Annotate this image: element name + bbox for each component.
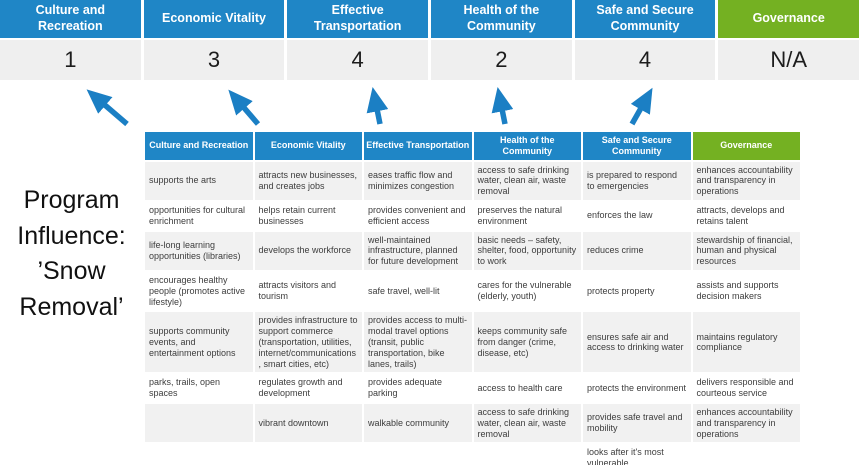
- summary-header-cell: Economic Vitality: [143, 0, 285, 38]
- summary-header-cell: Effective Transportation: [287, 0, 429, 38]
- matrix-cell: encourages healthy people (promotes acti…: [145, 271, 253, 311]
- table-row: vibrant downtown walkable community access…: [145, 403, 800, 443]
- summary-score-cell: 3: [143, 40, 285, 80]
- matrix-cell: cares for the vulnerable (elderly, youth…: [473, 271, 581, 311]
- matrix-cell: ensures safe air and access to drinking …: [583, 312, 691, 373]
- matrix-cell: delivers responsible and courteous servi…: [692, 374, 800, 402]
- matrix-cell: life-long learning opportunities (librar…: [145, 231, 253, 270]
- matrix-cell: assists and supports decision makers: [692, 271, 800, 311]
- matrix-cell: helps retain current businesses: [254, 201, 362, 230]
- summary-header-cell: Health of the Community: [431, 0, 572, 38]
- program-influence-label: Program Influence: ’Snow Removal’: [17, 186, 126, 321]
- matrix-cell: provides infrastructure to support comme…: [254, 312, 362, 373]
- table-row: supports community events, and entertain…: [145, 312, 800, 373]
- matrix-cell: access to health care: [473, 374, 581, 402]
- influence-matrix: Culture and Recreation Economic Vitality E…: [143, 130, 802, 465]
- matrix-cell: maintains regulatory compliance: [692, 312, 800, 373]
- matrix-cell: parks, trails, open spaces: [145, 374, 253, 402]
- matrix-cell: [145, 444, 253, 465]
- matrix-cell: [692, 444, 800, 465]
- matrix-cell: enforces the law: [583, 201, 691, 230]
- summary-header-row: Culture and Recreation Economic Vitality E…: [0, 0, 859, 38]
- matrix-cell: regulates growth and development: [254, 374, 362, 402]
- summary-header-cell: Culture and Recreation: [0, 0, 141, 38]
- arrow-economic-vitality: [228, 89, 261, 126]
- matrix-cell: access to safe drinking water, clean air…: [473, 403, 581, 443]
- matrix-cell: [254, 444, 362, 465]
- matrix-cell: access to safe drinking water, clean air…: [473, 161, 581, 200]
- matrix-header-cell: Effective Transportation: [364, 132, 472, 160]
- matrix-cell: attracts new businesses, and creates job…: [254, 161, 362, 200]
- arrow-health-of-the-community: [491, 86, 514, 125]
- matrix-cell: stewardship of financial, human and phys…: [692, 231, 800, 270]
- summary-header-cell: Safe and Secure Community: [574, 0, 716, 38]
- summary-score-cell: 4: [287, 40, 429, 80]
- summary-score-cell: N/A: [718, 40, 859, 80]
- summary-score-cell: 2: [431, 40, 572, 80]
- matrix-cell: walkable community: [364, 403, 472, 443]
- arrow-safe-and-secure-community: [629, 87, 653, 126]
- matrix-header-row: Culture and Recreation Economic Vitality E…: [145, 132, 800, 160]
- matrix-cell: looks after it's most vulnerable: [583, 444, 691, 465]
- matrix-cell: well-maintained infrastructure, planned …: [364, 231, 472, 270]
- table-row: parks, trails, open spaces regulates grow…: [145, 374, 800, 402]
- matrix-cell: enhances accountability and transparency…: [692, 161, 800, 200]
- summary-table: Culture and Recreation Economic Vitality E…: [0, 0, 859, 80]
- matrix-cell: basic needs – safety, shelter, food, opp…: [473, 231, 581, 270]
- arrow-effective-transportation: [366, 86, 389, 125]
- matrix-cell: preserves the natural environment: [473, 201, 581, 230]
- matrix-cell: opportunities for cultural enrichment: [145, 201, 253, 230]
- matrix-cell: vibrant downtown: [254, 403, 362, 443]
- arrow-culture-and-recreation: [86, 89, 129, 127]
- matrix-body: supports the arts attracts new businesses…: [145, 161, 800, 465]
- matrix-header-cell: Health of the Community: [473, 132, 581, 160]
- matrix-header-cell: Governance: [692, 132, 800, 160]
- influence-arrows: [86, 86, 653, 127]
- matrix-cell: provides safe travel and mobility: [583, 403, 691, 443]
- summary-header-cell: Governance: [718, 0, 859, 38]
- matrix-cell: enhances accountability and transparency…: [692, 403, 800, 443]
- matrix-header-cell: Safe and Secure Community: [583, 132, 691, 160]
- matrix-cell: [145, 403, 253, 443]
- matrix-header-cell: Culture and Recreation: [145, 132, 253, 160]
- matrix-cell: [364, 444, 472, 465]
- matrix-cell: develops the workforce: [254, 231, 362, 270]
- matrix-cell: supports the arts: [145, 161, 253, 200]
- table-row: looks after it's most vulnerable: [145, 444, 800, 465]
- summary-score-cell: 4: [574, 40, 716, 80]
- matrix-cell: provides access to multi-modal travel op…: [364, 312, 472, 373]
- table-row: opportunities for cultural enrichment hel…: [145, 201, 800, 230]
- table-row: life-long learning opportunities (librar…: [145, 231, 800, 270]
- matrix-cell: protects the environment: [583, 374, 691, 402]
- matrix-cell: eases traffic flow and minimizes congest…: [364, 161, 472, 200]
- matrix-cell: attracts visitors and tourism: [254, 271, 362, 311]
- matrix-cell: provides adequate parking: [364, 374, 472, 402]
- matrix-cell: protects property: [583, 271, 691, 311]
- matrix-cell: safe travel, well-lit: [364, 271, 472, 311]
- matrix-cell: is prepared to respond to emergencies: [583, 161, 691, 200]
- matrix-header-cell: Economic Vitality: [254, 132, 362, 160]
- matrix-cell: attracts, develops and retains talent: [692, 201, 800, 230]
- matrix-cell: [473, 444, 581, 465]
- matrix-cell: supports community events, and entertain…: [145, 312, 253, 373]
- matrix-cell: keeps community safe from danger (crime,…: [473, 312, 581, 373]
- summary-score-row: 1 3 4 2 4 N/A: [0, 40, 859, 80]
- table-row: encourages healthy people (promotes acti…: [145, 271, 800, 311]
- matrix-cell: provides convenient and efficient access: [364, 201, 472, 230]
- summary-score-cell: 1: [0, 40, 141, 80]
- matrix-cell: reduces crime: [583, 231, 691, 270]
- table-row: supports the arts attracts new businesses…: [145, 161, 800, 200]
